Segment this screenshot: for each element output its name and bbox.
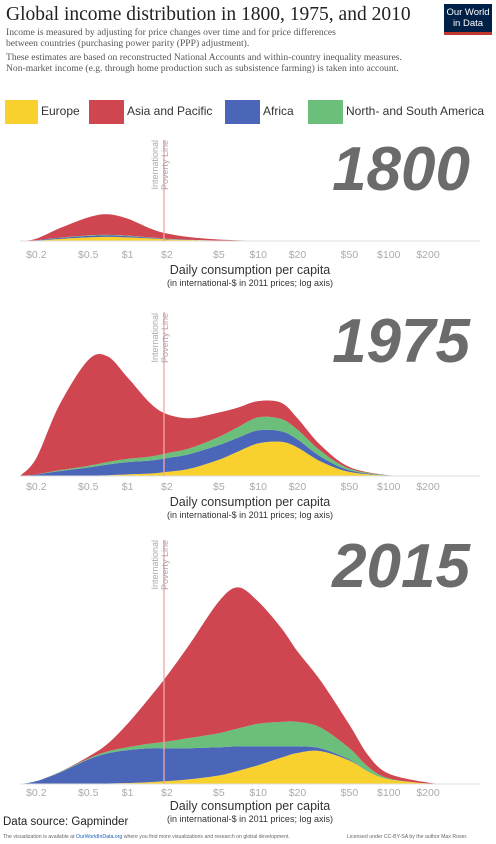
subtitle-line: between countries (purchasing power pari…: [6, 38, 250, 49]
footer-link[interactable]: OurWorldInData.org: [75, 834, 123, 840]
legend-label-africa: Africa: [263, 104, 294, 118]
x-axis-subtitle: (in international-$ in 2011 prices; log …: [167, 278, 333, 288]
x-tick-label: $5: [213, 249, 225, 261]
chart-1975: 1975 International Poverty Line $0.2 $0.5 $1 $…: [20, 307, 480, 520]
area-asia-and-pacific: [20, 214, 389, 242]
x-tick-label: $2: [161, 249, 173, 261]
poverty-line-label: Poverty Line: [160, 313, 170, 363]
logo-line1: Our World: [446, 7, 490, 18]
x-tick-label: $0.5: [78, 481, 99, 493]
x-tick-label: $5: [213, 787, 225, 799]
year-label: 1975: [332, 307, 471, 376]
area-europe: [20, 236, 389, 242]
x-tick-label: $20: [289, 787, 307, 799]
area-asia-and-pacific: [20, 353, 429, 477]
x-tick-label: $2: [161, 787, 173, 799]
x-tick-label: $20: [289, 481, 307, 493]
x-axis-title: Daily consumption per capita: [170, 495, 331, 509]
x-tick-label: $5: [213, 481, 225, 493]
x-tick-label: $20: [289, 249, 307, 261]
year-label: 2015: [331, 532, 471, 601]
subtitle-line: These estimates are based on reconstruct…: [6, 52, 402, 63]
x-axis-subtitle: (in international-$ in 2011 prices; log …: [167, 814, 333, 824]
x-tick-label: $0.5: [78, 249, 99, 261]
footer-license: Licensed under CC-BY-SA by the author Ma…: [347, 834, 468, 840]
footer-prefix: The visualization is available at: [3, 834, 76, 840]
x-axis-title: Daily consumption per capita: [170, 799, 331, 813]
subtitle-line: Income is measured by adjusting for pric…: [6, 27, 336, 38]
area-north-and-south-america: [20, 416, 429, 477]
legend-label-americas: North- and South America: [346, 104, 485, 118]
owid-logo[interactable]: Our World in Data: [444, 4, 492, 35]
x-tick-label: $0.2: [26, 787, 47, 799]
area-asia-and-pacific: [20, 587, 452, 785]
poverty-line-label: International: [150, 540, 160, 590]
area-europe: [20, 750, 452, 785]
chart-1800: 1800 International Poverty Line $0.2 $0.5 $1 $…: [20, 135, 480, 288]
legend-label-europe: Europe: [41, 104, 80, 118]
x-tick-label: $200: [416, 787, 440, 799]
poverty-line-label: International: [150, 313, 160, 363]
legend-label-asia: Asia and Pacific: [127, 104, 213, 118]
data-source: Data source: Gapminder: [3, 816, 129, 828]
area-africa: [20, 235, 389, 242]
x-tick-label: $50: [341, 481, 359, 493]
logo-line2: in Data: [452, 18, 484, 29]
x-tick-label: $0.2: [26, 481, 47, 493]
area-africa: [20, 429, 429, 477]
x-tick-label: $200: [416, 481, 440, 493]
x-tick-label: $10: [249, 249, 267, 261]
poverty-line-label: International: [150, 140, 160, 190]
area-africa: [20, 746, 452, 785]
legend-swatch-africa: [225, 100, 260, 124]
subtitle-line: Non-market income (e.g. through home pro…: [6, 63, 399, 74]
x-axis-subtitle: (in international-$ in 2011 prices; log …: [167, 510, 333, 520]
x-tick-label: $1: [122, 481, 134, 493]
x-tick-label: $2: [161, 481, 173, 493]
x-axis-title: Daily consumption per capita: [170, 263, 331, 277]
page-title: Global income distribution in 1800, 1975…: [6, 4, 411, 25]
chart-2015: 2015 International Poverty Line $0.2 $0.5 $1 $…: [20, 532, 480, 824]
legend-swatch-europe: [5, 100, 38, 124]
x-tick-label: $100: [377, 249, 401, 261]
x-tick-label: $10: [249, 787, 267, 799]
x-tick-label: $1: [122, 787, 134, 799]
legend: Europe Asia and Pacific Africa North- an…: [0, 100, 496, 124]
year-label: 1800: [332, 135, 470, 204]
x-tick-label: $0.5: [78, 787, 99, 799]
x-tick-label: $50: [341, 787, 359, 799]
poverty-line-label: Poverty Line: [160, 540, 170, 590]
legend-swatch-asia: [89, 100, 124, 124]
x-tick-label: $50: [341, 249, 359, 261]
x-tick-label: $10: [249, 481, 267, 493]
area-north-and-south-america: [20, 721, 452, 785]
footer-note: The visualization is available at OurWor…: [3, 834, 290, 840]
x-tick-label: $200: [416, 249, 440, 261]
poverty-line-label: Poverty Line: [160, 140, 170, 190]
x-tick-label: $0.2: [26, 249, 47, 261]
area-europe: [20, 441, 429, 477]
x-tick-label: $1: [122, 249, 134, 261]
legend-swatch-americas: [308, 100, 343, 124]
footer-suffix: where you find more visualizations and r…: [122, 834, 290, 840]
x-tick-label: $100: [377, 787, 401, 799]
x-tick-label: $100: [377, 481, 401, 493]
